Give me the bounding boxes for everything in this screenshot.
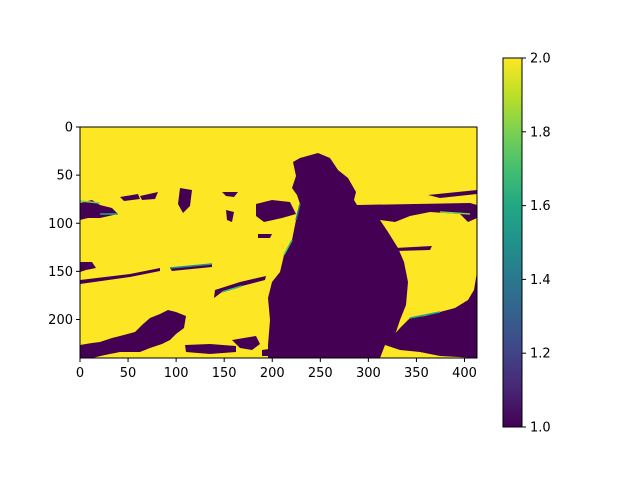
x-tick-label: 300 <box>356 366 381 381</box>
region-bottom-left-2 <box>185 344 236 354</box>
y-tick-label: 50 <box>56 169 73 184</box>
plot-frame <box>79 126 478 359</box>
colorbar-tick-label: 2.0 <box>530 52 551 67</box>
region-cloud-1 <box>120 194 140 201</box>
x-tick-label: 400 <box>452 366 477 381</box>
y-tick-label: 100 <box>48 217 73 232</box>
x-tick-label: 250 <box>308 366 333 381</box>
edge-figure-left <box>283 239 293 256</box>
region-cloud-6 <box>256 200 296 222</box>
x-tick-label: 0 <box>76 366 84 381</box>
y-tick-label: 200 <box>48 313 73 328</box>
colorbar-tick-label: 1.0 <box>530 421 551 436</box>
x-tick-label: 350 <box>404 366 429 381</box>
y-axis: 0 50 100 150 200 <box>48 121 80 328</box>
y-tick-label: 150 <box>48 265 73 280</box>
x-tick-label: 200 <box>260 366 285 381</box>
x-axis: 0 50 100 150 200 250 300 350 400 <box>76 358 477 381</box>
region-cloud-4 <box>222 192 238 197</box>
colorbar-gradient <box>503 58 522 427</box>
region-bottom-right <box>385 272 477 358</box>
region-cloud-8 <box>428 190 477 198</box>
y-tick-label: 0 <box>65 121 73 136</box>
heatmap-image <box>80 127 477 358</box>
region-bottom-mid <box>232 336 260 350</box>
x-tick-label: 150 <box>212 366 237 381</box>
region-streak-1 <box>80 268 160 284</box>
colorbar-ticks: 1.0 1.2 1.4 1.6 1.8 2.0 <box>522 52 551 436</box>
region-left-blob-2 <box>80 262 96 272</box>
colorbar-tick-label: 1.6 <box>530 199 551 214</box>
region-bottom-left <box>80 310 186 358</box>
region-bottom-right-2 <box>360 346 380 358</box>
region-cloud-9 <box>395 246 432 251</box>
edge-left-1 <box>80 200 101 204</box>
region-bottom-mid-2 <box>262 348 276 356</box>
colorbar: 1.0 1.2 1.4 1.6 1.8 2.0 <box>502 52 551 436</box>
heatmap-edge-pixels <box>80 200 471 319</box>
region-cloud-3 <box>178 188 192 213</box>
region-main-figure <box>268 153 477 358</box>
edge-right <box>439 211 471 215</box>
x-tick-label: 100 <box>164 366 189 381</box>
region-cloud-7 <box>258 234 272 238</box>
colorbar-frame <box>502 57 523 428</box>
heatmap-foreground-regions <box>80 153 477 358</box>
edge-streak-3 <box>221 285 243 293</box>
x-tick-label: 50 <box>120 366 137 381</box>
region-streak-3 <box>214 276 266 298</box>
region-left-blob-1 <box>80 200 118 220</box>
colorbar-tick-label: 1.2 <box>530 347 551 362</box>
edge-figure-left-2 <box>295 203 301 221</box>
region-cloud-2 <box>140 192 158 200</box>
edge-bottom-right <box>409 311 441 319</box>
colorbar-tick-label: 1.4 <box>530 273 551 288</box>
region-cloud-5 <box>226 210 234 222</box>
colorbar-tick-label: 1.8 <box>530 125 551 140</box>
edge-streak-1 <box>169 263 213 269</box>
